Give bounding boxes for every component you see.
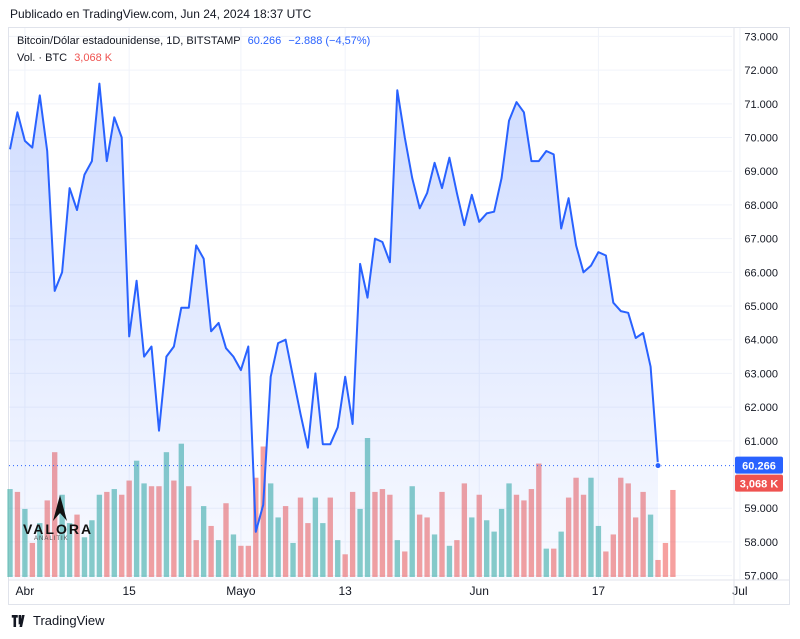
y-tick-label: 71.000 [744, 99, 778, 111]
y-tick-label: 69.000 [744, 166, 778, 178]
y-tick-label: 72.000 [744, 65, 778, 77]
published-header: Publicado en TradingView.com, Jun 24, 20… [10, 7, 312, 21]
y-tick-label: 62.000 [744, 402, 778, 414]
x-tick-label: Jul [732, 584, 747, 598]
x-tick-label: 15 [122, 584, 136, 598]
chart-frame [8, 27, 790, 605]
symbol-name: Bitcoin/Dólar estadounidense, 1D, BITSTA… [17, 35, 241, 47]
y-tick-label: 65.000 [744, 301, 778, 313]
symbol-legend: Bitcoin/Dólar estadounidense, 1D, BITSTA… [17, 35, 370, 47]
volume-bar [670, 489, 676, 577]
y-tick-label: 64.000 [744, 335, 778, 347]
x-tick-label: Abr [16, 584, 35, 598]
y-tick-label: 58.000 [744, 537, 778, 549]
y-tick-label: 59.000 [744, 503, 778, 515]
volume-value: 3,068 K [74, 52, 113, 64]
watermark-sub: ANALITIK [34, 536, 69, 542]
volume-legend: Vol. · BTC 3,068 K [17, 52, 112, 64]
price-tag-label: 60.266 [742, 461, 776, 473]
volume-bar [662, 542, 669, 577]
y-tick-label: 68.000 [744, 200, 778, 212]
last-price: 60.266 [247, 35, 282, 47]
x-tick-label: 17 [592, 584, 606, 598]
y-tick-label: 73.000 [744, 31, 778, 43]
volume-tag-box [735, 474, 783, 492]
y-tick-label: 57.000 [744, 571, 778, 583]
y-tick-label: 70.000 [744, 133, 778, 145]
volume-tag-label: 3,068 K [740, 479, 779, 491]
valora-logo-icon [53, 495, 67, 521]
price-change: −2.888 (−4,57%) [288, 35, 371, 47]
price-tag-box [735, 456, 783, 474]
footer: TradingView [11, 613, 105, 628]
footer-brand: TradingView [33, 613, 105, 628]
volume-label: Vol. · BTC [17, 52, 68, 64]
valora-watermark: VALORA ANALITIK [20, 495, 100, 545]
y-tick-label: 61.000 [744, 436, 778, 448]
price-line [9, 82, 659, 533]
y-tick-label: 63.000 [744, 368, 778, 380]
y-tick-label: 66.000 [744, 267, 778, 279]
x-tick-label: Mayo [226, 584, 256, 598]
watermark-name: VALORA [23, 521, 94, 537]
x-tick-label: 13 [338, 584, 352, 598]
x-tick-label: Jun [470, 584, 489, 598]
last-price-dot [654, 462, 662, 470]
y-tick-label: 67.000 [744, 234, 778, 246]
tradingview-logo-icon [11, 614, 25, 627]
